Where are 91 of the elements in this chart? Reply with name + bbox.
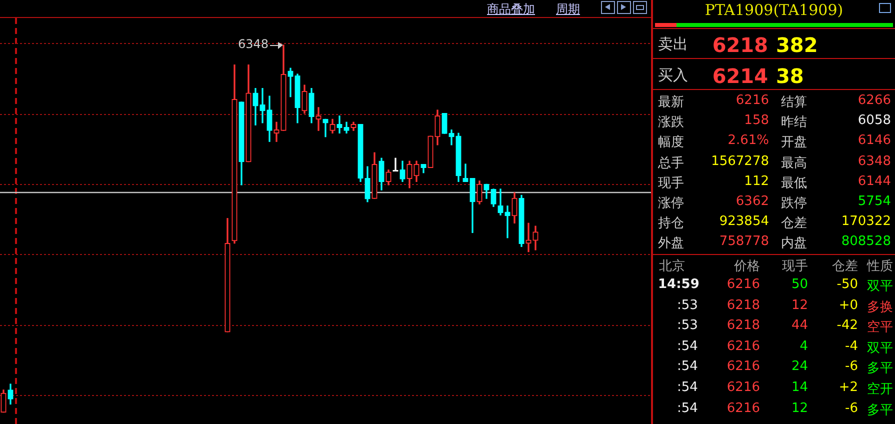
- candlestick: [316, 107, 322, 131]
- text: 持仓: [658, 215, 684, 232]
- text: -6: [845, 400, 858, 416]
- text: :53: [677, 298, 698, 313]
- text: 外盘: [658, 235, 684, 252]
- candlestick: [504, 206, 510, 238]
- text: 幅度: [658, 134, 684, 152]
- text: 现手: [782, 258, 808, 275]
- text: 24: [791, 359, 808, 374]
- text: 808528: [840, 234, 891, 250]
- text: :54: [677, 359, 698, 374]
- text: 仓差: [781, 215, 807, 232]
- text: 6218: [726, 318, 760, 334]
- annotation: 6348: [238, 37, 268, 51]
- candlestick: [274, 122, 280, 142]
- text: 112: [743, 174, 769, 189]
- text: 仓差: [832, 258, 858, 275]
- text: 2.61%: [726, 133, 769, 148]
- text: 6266: [856, 93, 891, 108]
- text: 14: [791, 380, 808, 395]
- text: 6362: [734, 194, 769, 209]
- text: 14:59: [658, 277, 700, 292]
- candlestick: [288, 68, 294, 98]
- text: 6216: [726, 338, 760, 354]
- text: 最新: [658, 94, 684, 111]
- text: 6218: [711, 33, 768, 57]
- text: 总手: [658, 154, 684, 172]
- text: 多平: [867, 402, 893, 419]
- text: 开盘: [781, 134, 807, 152]
- text: 170322: [840, 214, 891, 230]
- text: 最低: [781, 174, 807, 192]
- text: 6348: [856, 154, 891, 169]
- text: 6216: [726, 277, 760, 292]
- text: 性质: [867, 258, 893, 275]
- text: 6214: [711, 64, 768, 88]
- text: 12: [791, 400, 808, 416]
- text: 卖出: [658, 35, 688, 54]
- text: 6218: [726, 298, 760, 313]
- text: 空平: [867, 319, 893, 336]
- text: 758778: [718, 234, 769, 250]
- text: 最高: [781, 154, 807, 172]
- text: 6216: [726, 400, 760, 416]
- text: -42: [836, 318, 858, 334]
- text: 6144: [856, 174, 891, 189]
- text: 双平: [867, 278, 893, 295]
- candlestick: [260, 88, 266, 124]
- text: -6: [845, 359, 858, 374]
- text: 6216: [734, 93, 769, 108]
- candlestick: [462, 164, 468, 182]
- text: 5754: [856, 194, 891, 209]
- text: 38: [776, 64, 804, 88]
- text: 4: [800, 338, 808, 354]
- text: 内盘: [781, 235, 807, 252]
- text: :54: [677, 338, 698, 354]
- text: :53: [677, 318, 698, 334]
- text: 双平: [867, 340, 893, 357]
- text: 周期: [556, 1, 580, 18]
- text: 商品叠加: [487, 1, 535, 18]
- text: 6216: [726, 380, 760, 395]
- text: 923854: [718, 214, 769, 230]
- text: 6146: [856, 133, 891, 148]
- text: :54: [677, 400, 698, 416]
- text: 12: [791, 298, 808, 313]
- text: 382: [776, 33, 818, 57]
- text: 涨跌: [658, 114, 684, 132]
- text: -4: [845, 338, 858, 354]
- candlestick: [526, 222, 532, 252]
- text: 多换: [867, 298, 893, 316]
- text: PTA1909(TA1909): [704, 1, 844, 19]
- text: 跌停: [781, 195, 807, 212]
- text: 昨结: [781, 114, 807, 132]
- text: 结算: [781, 94, 807, 111]
- text: -50: [836, 277, 858, 292]
- text: 买入: [658, 66, 688, 85]
- text: 价格: [734, 258, 760, 275]
- text: 6058: [856, 113, 891, 128]
- text: +0: [838, 298, 858, 313]
- candlestick: [322, 118, 328, 138]
- text: 涨停: [658, 195, 684, 212]
- text: 多平: [867, 360, 893, 378]
- text: 6216: [726, 359, 760, 374]
- text: 现手: [658, 174, 684, 192]
- text: 1567278: [710, 154, 769, 169]
- text: 空开: [867, 381, 893, 398]
- text: +2: [838, 380, 858, 395]
- candlestick: [336, 116, 342, 134]
- text: 158: [743, 113, 769, 128]
- text: 北京: [659, 258, 685, 275]
- text: :54: [677, 380, 698, 395]
- text: 50: [791, 277, 808, 292]
- text: 44: [791, 318, 808, 334]
